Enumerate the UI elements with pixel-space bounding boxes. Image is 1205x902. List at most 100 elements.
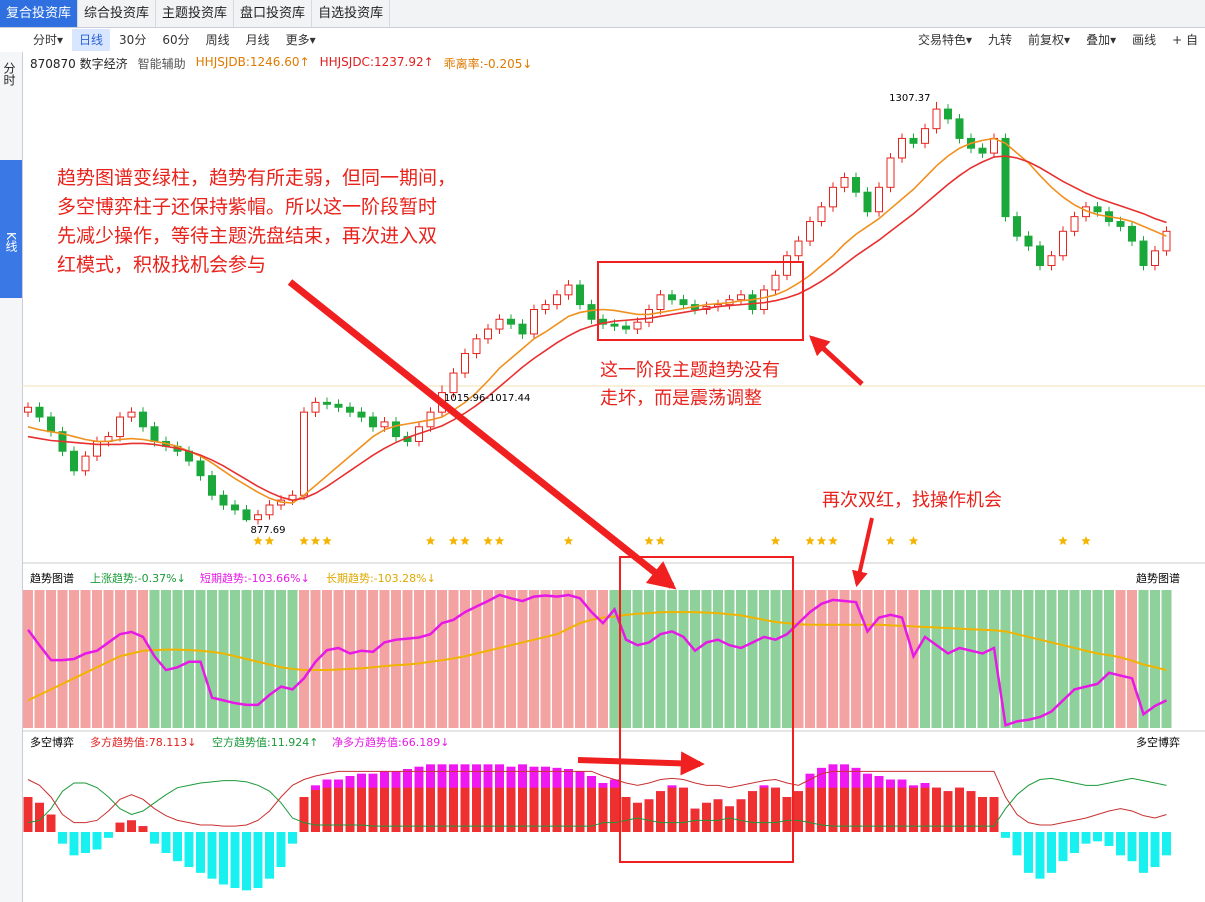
- candle-body: [288, 494, 297, 501]
- bull-bar: [932, 787, 941, 832]
- net-bar: [955, 787, 964, 832]
- bull-bar: [725, 806, 734, 832]
- candle-body: [403, 436, 412, 442]
- bull-bar: [368, 787, 378, 832]
- candle-body: [219, 494, 228, 506]
- tab[interactable]: 主题投资库: [156, 0, 235, 27]
- net-bar: [391, 771, 401, 832]
- candle-body: [254, 514, 262, 521]
- trend-bar: [1000, 590, 1011, 728]
- net-bar: [943, 791, 953, 832]
- side-tab[interactable]: K线: [0, 160, 22, 298]
- low-label: 877.69: [251, 525, 286, 536]
- legend-value: 空方趋势值:11.924↑: [212, 735, 318, 749]
- candle-body: [127, 411, 136, 418]
- candle-body: [47, 416, 55, 433]
- bull-bar: [437, 787, 447, 832]
- net-bar: [575, 771, 585, 832]
- tab[interactable]: 综合投资库: [78, 0, 157, 27]
- trend-bar: [977, 590, 988, 728]
- net-bar: [1162, 832, 1171, 856]
- signal-star: [494, 536, 505, 546]
- tool-button[interactable]: 画线: [1132, 33, 1157, 47]
- candle-body: [760, 289, 768, 310]
- tab[interactable]: 复合投资库: [0, 0, 79, 27]
- line: [27, 770, 1167, 827]
- tab[interactable]: 自选投资库: [312, 0, 391, 27]
- tool-button[interactable]: 叠加▾: [1086, 33, 1117, 47]
- net-bar: [886, 779, 895, 832]
- candle-body: [990, 137, 998, 154]
- net-bar: [46, 814, 56, 832]
- net-bar: [92, 832, 102, 850]
- trend-bar: [379, 590, 390, 728]
- legend-value: 净多方趋势值:66.189↓: [332, 735, 449, 749]
- net-bar: [1150, 832, 1160, 867]
- bull-bar: [449, 787, 458, 832]
- period-button[interactable]: 更多▾: [285, 33, 316, 47]
- net-bar: [1035, 832, 1045, 879]
- signal-star: [1058, 536, 1068, 546]
- net-bar: [920, 783, 930, 832]
- candle-body: [909, 137, 918, 144]
- candle-body: [553, 294, 561, 306]
- trend-bar: [207, 590, 217, 728]
- tab[interactable]: 盘口投资库: [234, 0, 313, 27]
- net-bar: [449, 764, 458, 832]
- candle-body: [265, 504, 274, 516]
- period-button[interactable]: 月线: [245, 33, 270, 47]
- trend-bar: [356, 590, 367, 728]
- tool-button[interactable]: 九转: [988, 33, 1013, 47]
- trend-bar: [529, 590, 539, 728]
- net-bar: [460, 764, 470, 832]
- net-bar: [35, 802, 44, 832]
- trend-bar: [655, 590, 666, 728]
- candle-body: [863, 191, 872, 213]
- legend-value: 长期趋势:-103.28%↓: [326, 572, 436, 585]
- tool-button[interactable]: + 自: [1172, 33, 1198, 47]
- candle-body: [714, 304, 722, 308]
- trend-bar: [138, 590, 148, 728]
- trend-bar: [954, 590, 965, 728]
- candle-body: [794, 240, 803, 257]
- candle-body: [530, 309, 538, 335]
- legend-value: 多方趋势值:78.113↓: [90, 735, 196, 749]
- trend-bar: [1012, 590, 1022, 728]
- trend-bar: [494, 590, 505, 728]
- trend-bar: [874, 590, 884, 728]
- net-bar: [1104, 832, 1114, 846]
- trend-bar: [161, 590, 171, 728]
- bull-bar: [805, 787, 815, 832]
- net-bar: [184, 832, 194, 867]
- trend-bar: [241, 590, 252, 728]
- period-button[interactable]: 周线: [205, 33, 230, 47]
- candle-body: [725, 299, 734, 306]
- trend-bar: [770, 590, 781, 728]
- net-bar: [529, 766, 539, 832]
- period-button[interactable]: 分时▾: [33, 33, 64, 47]
- trend-bar: [805, 590, 815, 728]
- bull-bar: [46, 814, 56, 832]
- annotation-shapes: [287, 261, 874, 863]
- trend-bar: [115, 590, 125, 728]
- period-button[interactable]: 30分: [119, 33, 147, 47]
- tool-button[interactable]: 交易特色▾: [918, 33, 973, 47]
- period-button[interactable]: 日线: [72, 29, 111, 51]
- trend-bar: [322, 590, 332, 728]
- candle-body: [185, 450, 193, 462]
- trend-bar: [609, 590, 620, 728]
- period-button[interactable]: 60分: [162, 33, 190, 47]
- assist-toggle[interactable]: 智能辅助: [137, 57, 186, 71]
- candle-body: [104, 436, 113, 442]
- bull-bar: [529, 787, 539, 832]
- side-tab[interactable]: 分时: [2, 62, 16, 86]
- candle-body: [116, 416, 124, 438]
- net-bar: [127, 820, 136, 832]
- net-bar: [759, 785, 769, 832]
- tool-button[interactable]: 前复权▾: [1028, 33, 1071, 47]
- candle-body: [783, 255, 791, 276]
- candle-body: [978, 147, 987, 154]
- bull-bar: [851, 787, 861, 832]
- trend-bar: [816, 590, 827, 728]
